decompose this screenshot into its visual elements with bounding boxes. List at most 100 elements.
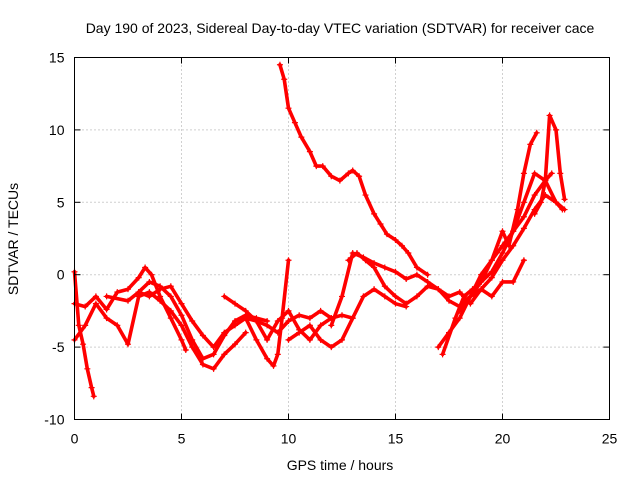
series-pass-e [135,283,335,351]
y-tick-label: 10 [49,122,65,138]
data-point-marker [306,148,313,155]
data-point-marker [403,300,410,307]
data-point-marker [148,271,155,278]
data-point-marker [381,283,388,290]
data-point-marker [520,199,527,206]
data-point-marker [356,173,363,180]
x-tick-label: 0 [71,431,79,447]
data-point-marker [349,315,356,322]
data-point-marker [242,315,249,322]
data-point-marker [135,274,142,281]
data-point-marker [306,336,313,343]
data-point-marker [114,322,121,329]
data-point-marker [75,322,82,329]
data-point-marker [103,293,110,300]
data-point-marker [142,264,149,271]
data-point-marker [210,351,217,358]
data-point-marker [167,315,174,322]
data-point-marker [125,341,131,348]
data-point-marker [146,278,153,285]
data-point-marker [405,249,412,256]
data-point-marker [103,315,110,322]
data-point-marker [403,276,410,283]
data-point-marker [349,167,356,174]
data-point-marker [232,322,238,329]
x-tick-label: 25 [602,431,618,447]
data-point-marker [285,307,292,314]
data-point-marker [510,242,517,249]
data-point-marker [520,257,527,264]
data-point-marker [178,300,185,307]
data-point-marker [88,384,95,391]
data-point-marker [531,210,538,217]
data-point-marker [264,336,271,343]
data-point-marker [328,322,335,329]
data-point-marker [371,210,378,217]
data-point-marker [270,362,277,369]
data-point-marker [353,249,360,256]
data-point-marker [167,283,174,290]
data-point-marker [319,163,326,170]
data-point-marker [317,307,324,314]
data-point-marker [146,293,153,300]
data-point-marker [82,322,89,329]
series-pass-m [439,129,540,358]
data-point-marker [520,225,527,232]
data-point-marker [285,336,292,343]
data-point-marker [276,61,283,68]
x-tick-label: 20 [495,431,511,447]
data-point-marker [499,249,506,256]
data-point-marker [317,336,324,343]
data-point-marker [392,300,399,307]
data-point-marker [281,76,288,83]
data-point-marker [92,300,99,307]
data-point-marker [488,257,495,264]
data-point-marker [360,293,367,300]
y-tick-label: 15 [49,50,65,66]
data-point-marker [274,318,281,325]
data-point-marker [520,170,527,177]
data-point-marker [317,322,324,329]
data-point-marker [103,306,110,313]
data-point-marker [345,257,352,264]
data-point-marker [167,293,174,300]
data-point-marker [531,192,538,199]
chart-title: Day 190 of 2023, Sidereal Day-to-day VTE… [86,20,595,36]
data-point-marker [371,286,378,293]
data-point-marker [264,355,271,362]
data-point-marker [377,221,384,228]
data-point-marker [392,293,399,300]
series-pass-g [242,257,292,369]
data-point-marker [296,329,303,336]
data-point-marker [456,289,463,296]
series-line [278,62,430,277]
series-line [286,287,408,349]
data-point-marker [398,242,405,249]
grid-layer [74,57,610,420]
data-point-marker [167,307,174,314]
series-pass-n [456,192,568,314]
data-point-marker [313,163,320,170]
data-point-marker [435,344,442,351]
data-point-marker [499,257,506,264]
data-point-marker [392,236,399,243]
data-point-marker [279,315,286,322]
x-tick-label: 10 [281,431,297,447]
data-point-marker [285,318,292,325]
data-point-marker [306,322,313,329]
data-point-marker [199,355,206,362]
data-point-marker [296,312,303,319]
data-point-marker [424,283,431,290]
data-point-marker [467,293,474,300]
data-point-marker [285,105,292,112]
y-tick-label: 5 [57,194,65,210]
data-point-marker [561,196,568,203]
data-point-marker [253,336,260,343]
data-point-marker [90,393,97,400]
data-point-marker [199,361,206,368]
series-line [440,131,539,357]
data-point-marker [362,192,369,199]
data-point-marker [306,315,313,322]
data-point-marker [135,289,142,296]
